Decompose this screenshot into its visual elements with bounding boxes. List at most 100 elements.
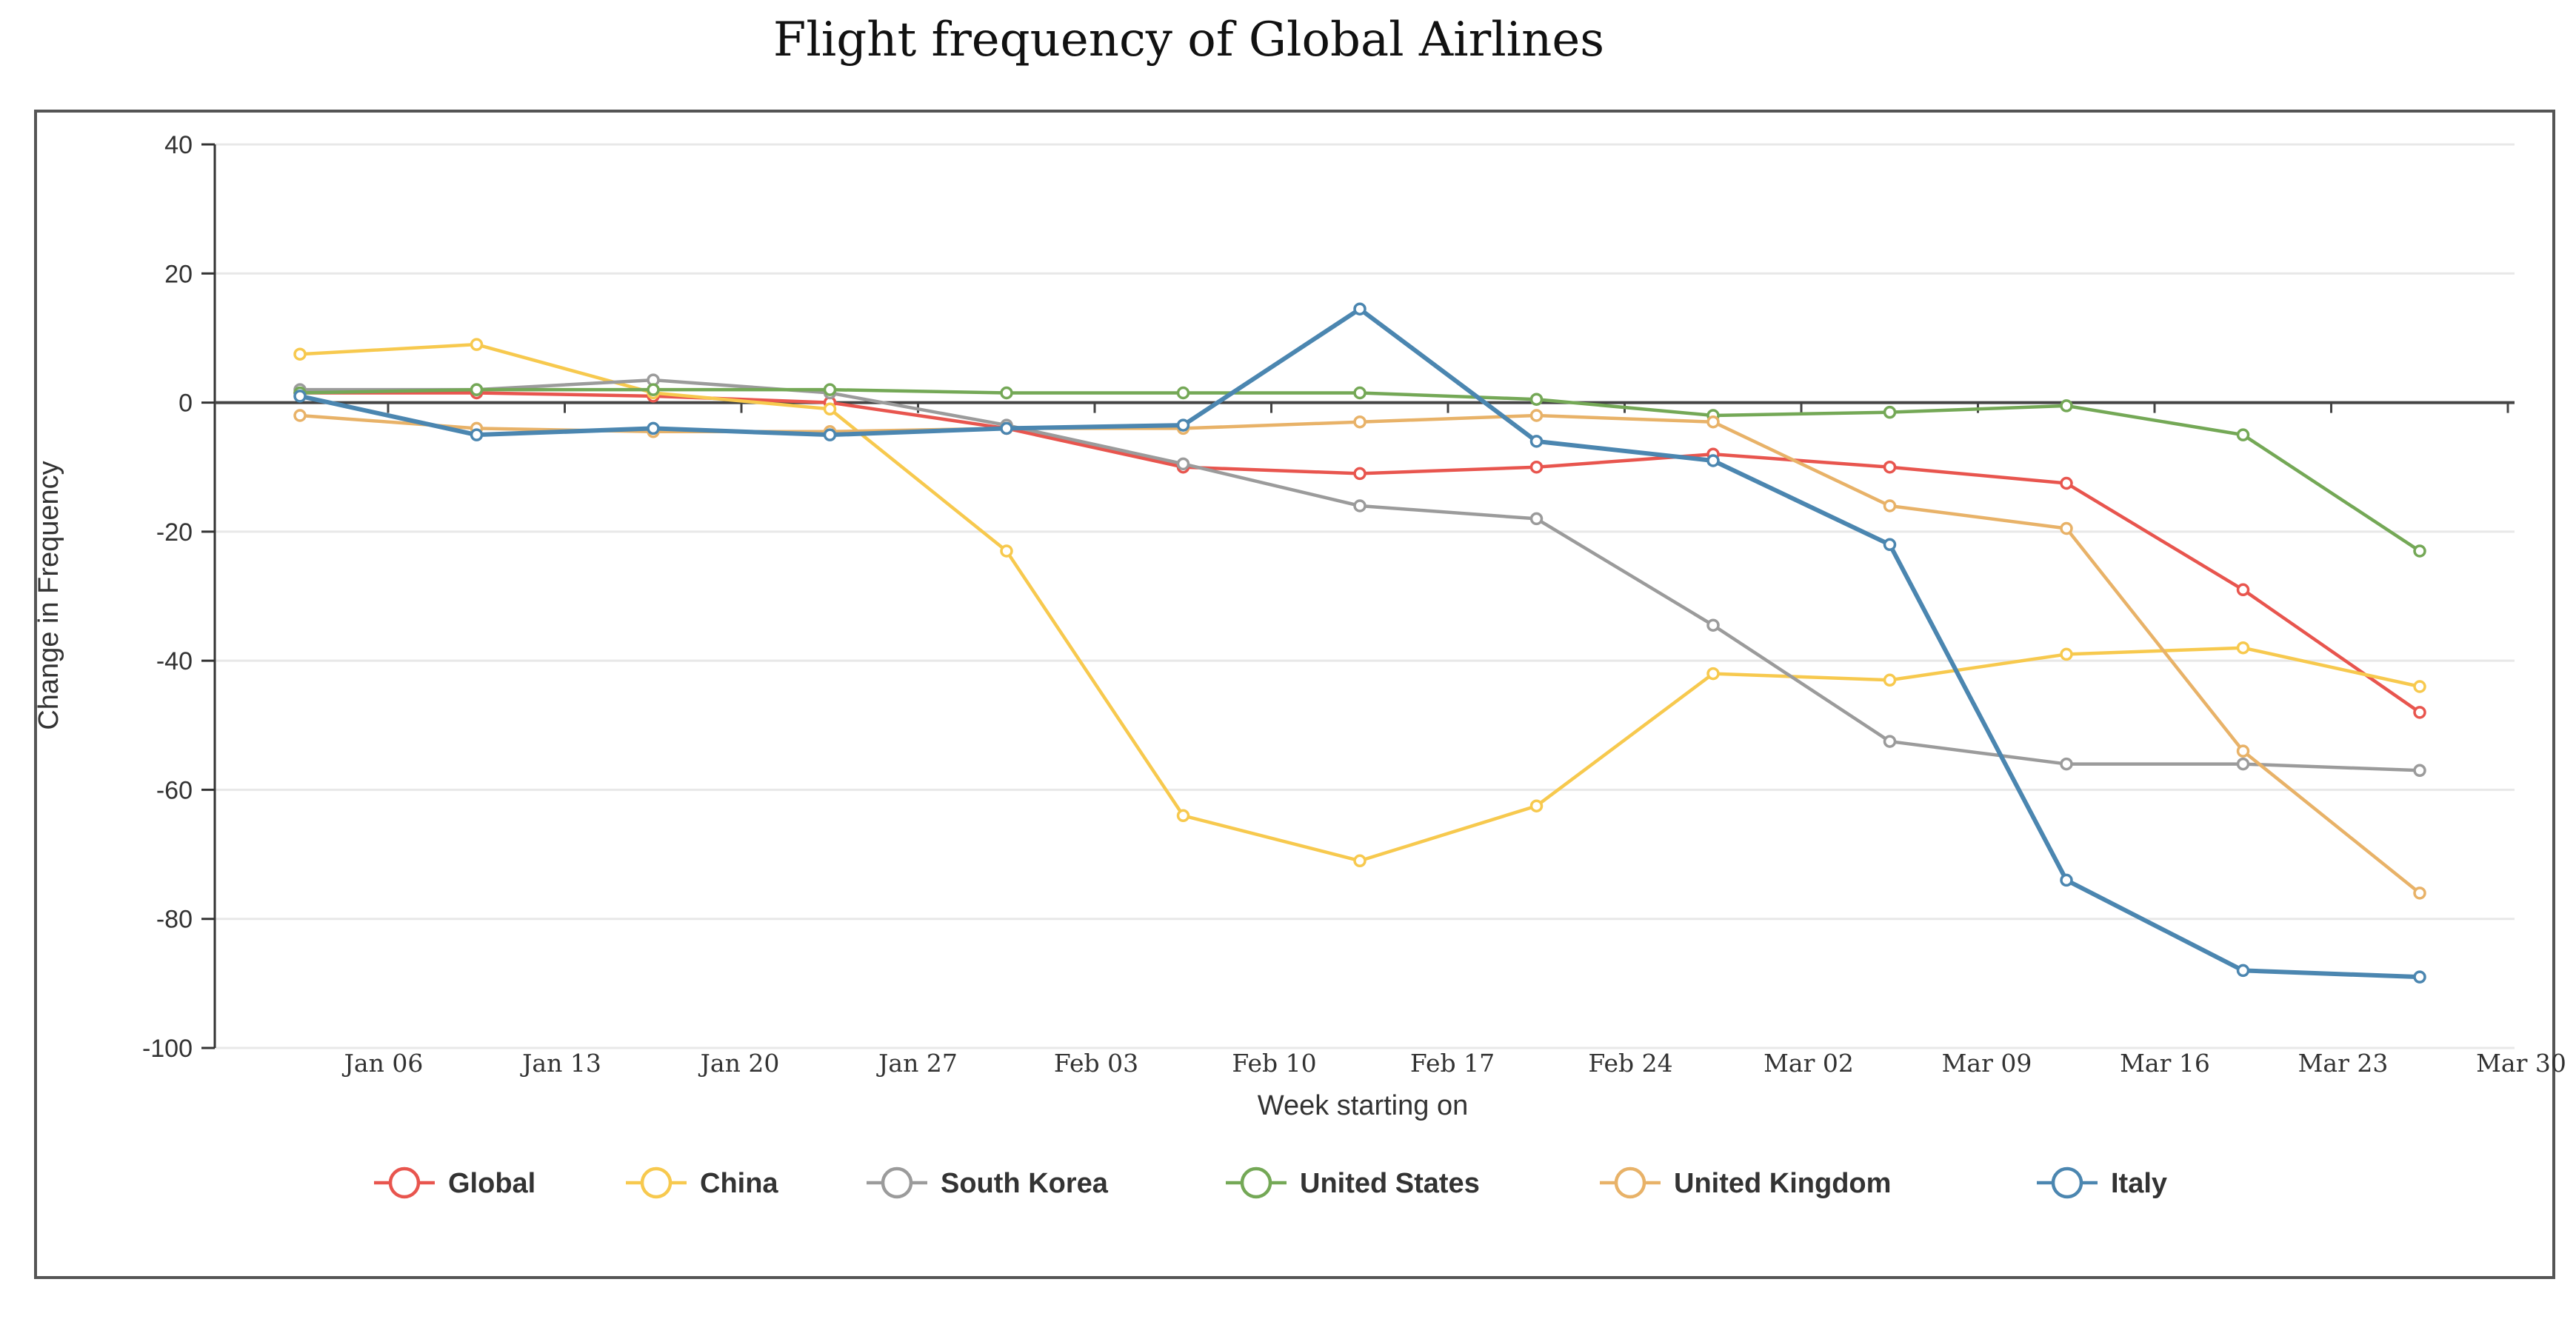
data-point (293, 390, 307, 403)
x-tick-label: Jan 27 (876, 1049, 958, 1078)
x-tick-label: Feb 03 (1054, 1049, 1138, 1078)
y-tick-label: -60 (156, 776, 193, 804)
data-point (823, 383, 837, 396)
data-point (2236, 744, 2250, 758)
x-tick-label: Jan 13 (520, 1049, 601, 1078)
axis-layer: 40 20 0 -20 -40 -60 -80 -100 Jan 06 Jan 13 Jan 20 J… (142, 131, 2566, 1078)
data-point (2060, 521, 2073, 535)
y-axis-label: Change in Frequency (33, 461, 64, 730)
legend-label: China (700, 1168, 778, 1199)
legend-item[interactable]: Global (374, 1166, 535, 1199)
data-point (2236, 641, 2250, 655)
x-tick-label: Feb 10 (1232, 1049, 1316, 1078)
legend-label: Global (448, 1168, 535, 1199)
data-point (2236, 583, 2250, 597)
series-italy (293, 302, 2426, 984)
data-point (2060, 647, 2073, 661)
y-tick-label: -80 (156, 906, 193, 934)
data-point (1176, 418, 1190, 432)
legend-marker (1614, 1166, 1646, 1199)
legend-marker (2051, 1166, 2083, 1199)
data-point (470, 383, 484, 396)
legend-marker (388, 1166, 421, 1199)
data-point (1883, 538, 1897, 552)
data-point (1883, 499, 1897, 513)
data-point (2413, 706, 2426, 719)
data-point (1000, 544, 1013, 558)
data-point (1529, 393, 1544, 406)
data-point (2060, 399, 2073, 413)
x-tick-label: Feb 17 (1410, 1049, 1495, 1078)
legend-label: United States (1300, 1168, 1480, 1199)
data-point (1529, 799, 1544, 812)
data-point (2413, 544, 2426, 558)
data-point (1706, 415, 1720, 429)
legend: Global China South Korea United States Unite… (374, 1166, 2167, 1199)
data-point (2413, 764, 2426, 778)
data-point (1883, 735, 1897, 748)
y-tick-label: -20 (156, 518, 193, 547)
legend-item[interactable]: United States (1226, 1166, 1480, 1199)
y-tick-label: 40 (164, 131, 193, 159)
chart-frame (34, 110, 2555, 1279)
y-tick-label: 20 (164, 260, 193, 288)
data-point (1883, 673, 1897, 687)
data-point (1706, 667, 1720, 681)
legend-item[interactable]: Italy (2037, 1166, 2167, 1199)
x-tick-label: Jan 06 (342, 1049, 424, 1078)
data-point (1529, 435, 1544, 448)
data-point (470, 338, 484, 351)
series-line (300, 391, 2421, 714)
data-point (823, 402, 837, 416)
data-point (1883, 405, 1897, 419)
series-layer (293, 302, 2426, 984)
x-tick-label: Jan 20 (698, 1049, 780, 1078)
data-point (2060, 873, 2073, 887)
data-point (2413, 970, 2426, 984)
data-point (2060, 757, 2073, 771)
series-line (299, 307, 2420, 980)
data-point (647, 421, 660, 435)
y-tick-label: -100 (142, 1035, 193, 1063)
data-point (293, 347, 307, 361)
data-point (1529, 512, 1544, 526)
data-point (470, 428, 484, 441)
legend-item[interactable]: South Korea (867, 1166, 1109, 1199)
x-tick-label: Feb 24 (1588, 1049, 1672, 1078)
data-point (1529, 460, 1544, 474)
x-tick-label: Mar 30 (2476, 1049, 2566, 1078)
data-point (1176, 386, 1190, 400)
data-point (1353, 499, 1367, 513)
data-point (1529, 409, 1544, 422)
x-tick-label: Mar 09 (1942, 1049, 2032, 1078)
data-point (2236, 757, 2250, 771)
data-point (1000, 386, 1013, 400)
x-tick-label: Mar 23 (2298, 1049, 2389, 1078)
data-point (1176, 809, 1190, 823)
x-tick-label: Mar 02 (1764, 1049, 1854, 1078)
y-tick-label: 0 (178, 390, 193, 418)
data-point (1176, 457, 1190, 471)
legend-item[interactable]: China (626, 1166, 778, 1199)
data-point (293, 409, 307, 422)
data-point (1706, 454, 1720, 467)
data-point (1000, 421, 1013, 435)
data-point (823, 428, 837, 441)
chart-title: Flight frequency of Global Airlines (773, 13, 1604, 67)
data-point (1353, 467, 1367, 481)
data-point (2413, 887, 2426, 900)
legend-label: South Korea (941, 1168, 1109, 1199)
data-point (1353, 415, 1367, 429)
legend-label: Italy (2111, 1168, 2167, 1199)
legend-item[interactable]: United Kingdom (1600, 1166, 1891, 1199)
legend-marker (1240, 1166, 1272, 1199)
x-tick-label: Mar 16 (2120, 1049, 2210, 1078)
grid-layer (215, 143, 2515, 1049)
data-point (2236, 428, 2250, 441)
legend-label: United Kingdom (1674, 1168, 1891, 1199)
legend-marker (881, 1166, 913, 1199)
data-point (1883, 460, 1897, 474)
data-point (2060, 476, 2073, 490)
